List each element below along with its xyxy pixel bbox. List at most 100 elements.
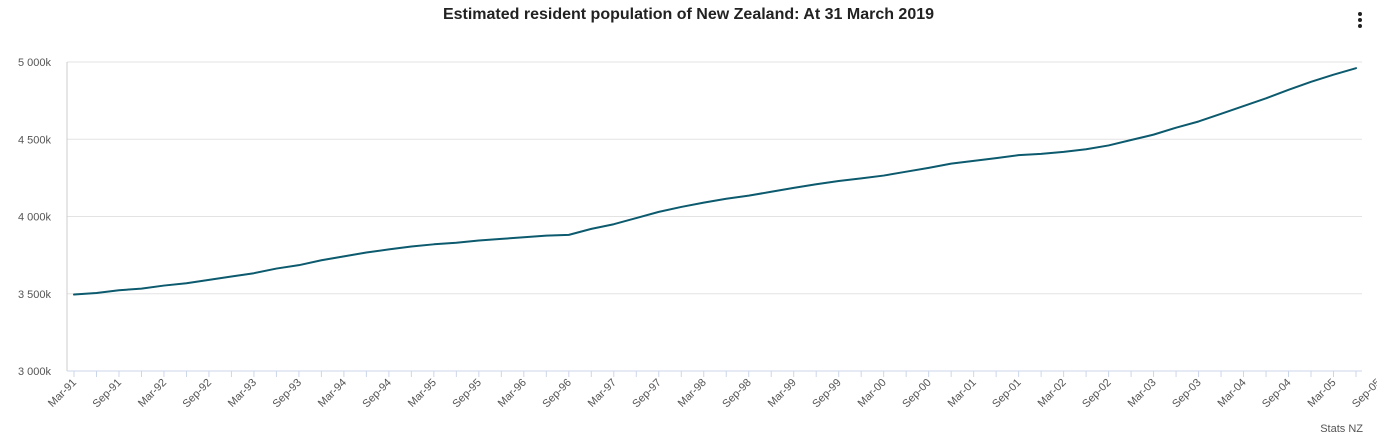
data-point[interactable]: [1330, 71, 1338, 79]
data-point[interactable]: [1060, 148, 1068, 156]
data-point[interactable]: [227, 272, 235, 280]
x-tick-label: Sep-95: [450, 377, 484, 411]
data-point[interactable]: [362, 248, 370, 256]
y-tick-label: 3 000k: [18, 366, 52, 378]
data-point[interactable]: [790, 184, 798, 192]
y-tick-label: 3 500k: [18, 289, 52, 301]
y-axis: 3 000k 3 500k 4 000k 4 500k 5 000k: [18, 57, 68, 378]
data-point[interactable]: [542, 232, 550, 240]
data-point[interactable]: [677, 203, 685, 211]
data-point[interactable]: [1195, 117, 1203, 125]
data-point[interactable]: [992, 154, 1000, 162]
data-point[interactable]: [317, 256, 325, 264]
data-point[interactable]: [272, 265, 280, 273]
data-point[interactable]: [340, 252, 348, 260]
population-series-line: [73, 67, 1357, 296]
data-point[interactable]: [565, 231, 573, 239]
x-tick-label: Sep-98: [720, 377, 754, 411]
data-point[interactable]: [857, 174, 865, 182]
x-tick-label: Sep-01: [990, 377, 1024, 411]
data-point[interactable]: [1172, 124, 1180, 132]
plot-area: [70, 64, 1360, 299]
data-point[interactable]: [1150, 131, 1158, 139]
data-point[interactable]: [497, 235, 505, 243]
data-point[interactable]: [1217, 110, 1225, 118]
x-tick-label: Sep-99: [810, 377, 844, 411]
y-tick-label: 4 500k: [18, 134, 52, 146]
x-tick-label: Sep-03: [1170, 377, 1204, 411]
data-point[interactable]: [475, 236, 483, 244]
x-tick-label: Mar-03: [1126, 377, 1159, 410]
data-point[interactable]: [452, 239, 460, 247]
source-credit: Stats NZ: [1320, 423, 1363, 435]
data-point[interactable]: [295, 261, 303, 269]
x-tick-label: Mar-00: [856, 377, 889, 410]
data-point[interactable]: [1037, 150, 1045, 158]
data-point[interactable]: [902, 168, 910, 176]
x-tick-label: Mar-97: [586, 377, 619, 410]
chart-title: Estimated resident population of New Zea…: [442, 6, 935, 23]
data-point[interactable]: [1285, 86, 1293, 94]
data-point[interactable]: [610, 220, 618, 228]
data-point[interactable]: [722, 195, 730, 203]
data-point[interactable]: [767, 188, 775, 196]
x-tick-label: Mar-95: [406, 377, 439, 410]
x-tick-label: Sep-97: [630, 377, 664, 411]
data-point[interactable]: [1307, 78, 1315, 86]
data-point[interactable]: [880, 172, 888, 180]
x-tick-label: Mar-93: [226, 377, 259, 410]
x-tick-label: Sep-92: [180, 377, 214, 411]
data-point[interactable]: [407, 242, 415, 250]
data-point[interactable]: [430, 240, 438, 248]
x-tick-label: Mar-91: [46, 377, 79, 410]
data-point[interactable]: [250, 269, 258, 277]
x-tick-label: Sep-94: [360, 377, 394, 411]
data-point[interactable]: [205, 276, 213, 284]
data-point[interactable]: [1240, 102, 1248, 110]
x-tick-label: Mar-94: [316, 377, 349, 410]
x-tick-label: Mar-99: [766, 377, 799, 410]
chart-menu-button[interactable]: [1350, 10, 1370, 30]
data-point[interactable]: [92, 289, 100, 297]
x-tick-label: Mar-05: [1306, 377, 1339, 410]
data-point[interactable]: [970, 157, 978, 165]
kebab-dot-icon: [1358, 24, 1362, 28]
data-point[interactable]: [655, 208, 663, 216]
data-point[interactable]: [115, 286, 123, 294]
data-point[interactable]: [1262, 94, 1270, 102]
grid-lines: [67, 61, 1362, 372]
data-point[interactable]: [632, 214, 640, 222]
data-point[interactable]: [70, 291, 78, 299]
x-tick-label: Sep-93: [270, 377, 304, 411]
x-tick-label: Sep-96: [540, 377, 574, 411]
y-tick-label: 4 000k: [18, 212, 52, 224]
data-point[interactable]: [812, 180, 820, 188]
x-tick-label: Mar-02: [1036, 377, 1069, 410]
y-tick-label: 5 000k: [18, 57, 52, 69]
data-point[interactable]: [1105, 141, 1113, 149]
data-point[interactable]: [137, 285, 145, 293]
data-point[interactable]: [1015, 151, 1023, 159]
data-point[interactable]: [835, 177, 843, 185]
x-tick-label: Sep-91: [91, 377, 125, 411]
kebab-dot-icon: [1358, 18, 1362, 22]
data-point[interactable]: [700, 199, 708, 207]
data-point[interactable]: [925, 164, 933, 172]
data-point[interactable]: [1082, 145, 1090, 153]
x-tick-label: Mar-96: [496, 377, 529, 410]
data-point[interactable]: [520, 233, 528, 241]
data-point[interactable]: [160, 282, 168, 290]
data-point[interactable]: [1352, 64, 1360, 72]
data-point[interactable]: [947, 160, 955, 168]
data-point[interactable]: [1127, 136, 1135, 144]
x-tick-label: Sep-02: [1080, 377, 1114, 411]
data-point[interactable]: [385, 245, 393, 253]
x-tick-label: Mar-01: [946, 377, 979, 410]
x-tick-label: Sep-00: [900, 377, 934, 411]
data-point[interactable]: [587, 225, 595, 233]
data-point[interactable]: [745, 192, 753, 200]
data-point[interactable]: [182, 279, 190, 287]
x-tick-label: Sep-05: [1350, 377, 1377, 411]
x-tick-label: Mar-04: [1216, 377, 1249, 410]
